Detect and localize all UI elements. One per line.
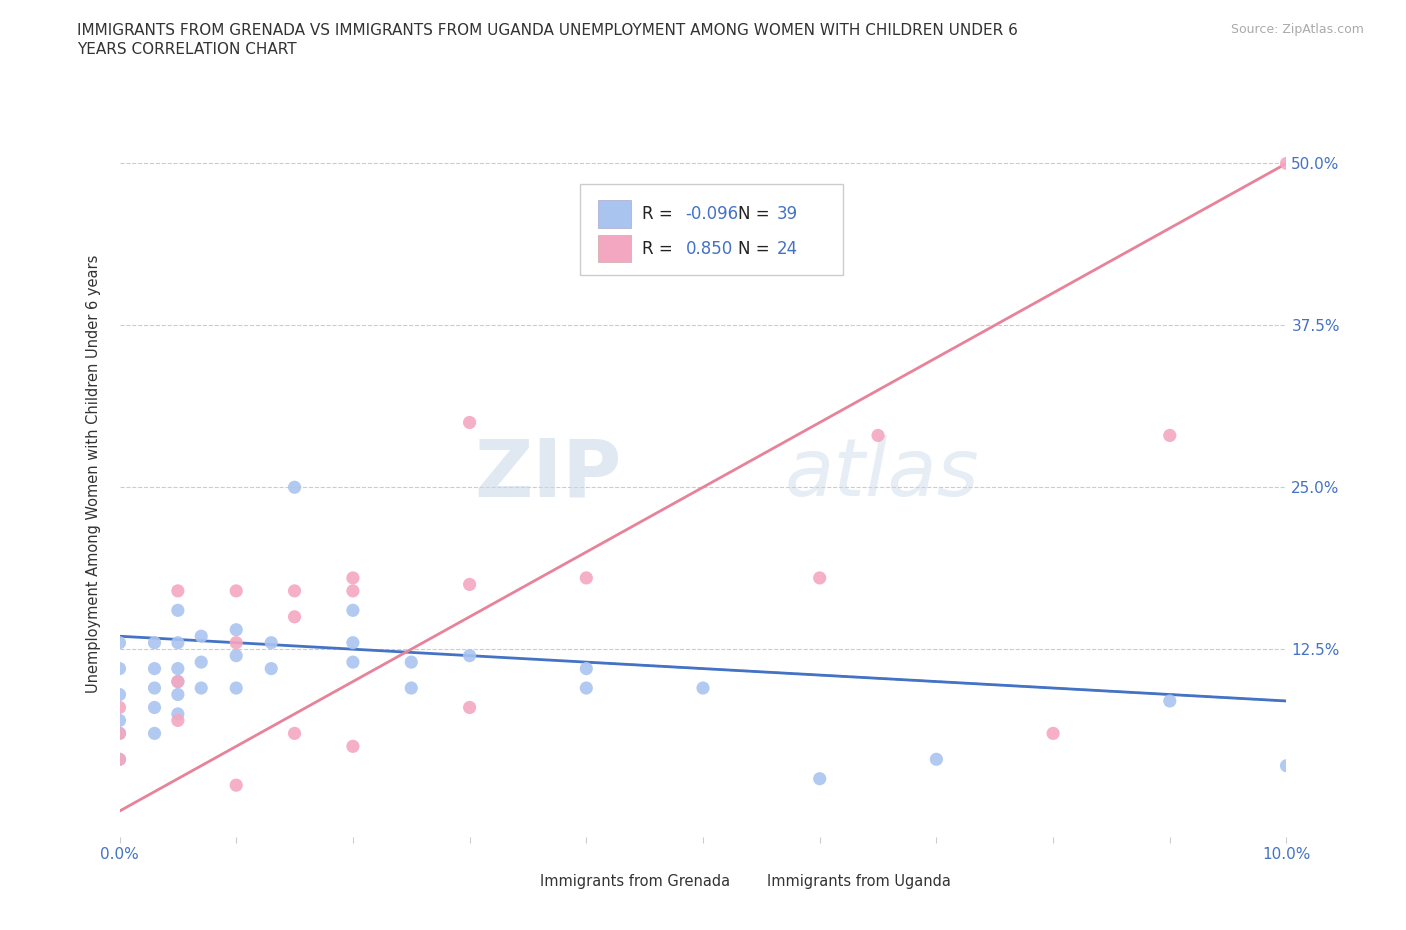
Point [143,661,166,676]
Point [108,635,131,650]
Point [458,415,481,430]
Point [260,661,283,676]
FancyBboxPatch shape [581,184,844,275]
Text: ZIP: ZIP [474,435,621,513]
Point [342,570,364,585]
Point [108,687,131,702]
Point [108,713,131,728]
Point [108,751,131,766]
Point [342,583,364,598]
Text: -0.096: -0.096 [686,205,738,223]
Bar [598,235,631,262]
Point [108,700,131,715]
Bar [598,200,631,228]
Point [575,661,598,676]
Text: N =: N = [738,240,775,258]
Point [166,713,188,728]
Bar [499,870,531,894]
Point [143,635,166,650]
Point [692,681,714,696]
Point [225,635,247,650]
Point [342,603,364,618]
Point [1275,156,1298,171]
Point [283,480,307,495]
Point [283,726,307,741]
Text: R =: R = [643,205,678,223]
Point [342,738,364,753]
Text: Immigrants from Uganda: Immigrants from Uganda [768,874,950,889]
Point [1159,428,1181,443]
Point [575,681,598,696]
Text: 0.850: 0.850 [686,240,733,258]
Text: N =: N = [738,205,775,223]
Point [458,648,481,663]
Point [225,681,247,696]
Point [225,777,247,792]
Point [342,635,364,650]
Point [401,681,423,696]
Point [808,771,831,786]
Point [166,687,188,702]
Text: 24: 24 [776,240,797,258]
Point [925,751,948,766]
Point [260,635,283,650]
Point [166,635,188,650]
Text: IMMIGRANTS FROM GRENADA VS IMMIGRANTS FROM UGANDA UNEMPLOYMENT AMONG WOMEN WITH : IMMIGRANTS FROM GRENADA VS IMMIGRANTS FR… [77,23,1018,38]
Point [166,674,188,689]
Point [166,674,188,689]
Point [190,629,212,644]
Point [108,726,131,741]
Point [190,681,212,696]
Point [166,661,188,676]
Text: atlas: atlas [785,435,980,513]
Bar [727,870,759,894]
Point [1042,726,1064,741]
Point [225,622,247,637]
Text: YEARS CORRELATION CHART: YEARS CORRELATION CHART [77,42,297,57]
Point [1159,694,1181,709]
Text: 39: 39 [776,205,797,223]
Y-axis label: Unemployment Among Women with Children Under 6 years: Unemployment Among Women with Children U… [86,255,101,694]
Point [225,648,247,663]
Point [458,577,481,591]
Text: R =: R = [643,240,678,258]
Point [283,609,307,624]
Point [283,583,307,598]
Point [190,655,212,670]
Point [225,583,247,598]
Point [143,726,166,741]
Point [143,700,166,715]
Point [166,583,188,598]
Point [458,700,481,715]
Point [108,726,131,741]
Point [1275,758,1298,773]
Point [166,603,188,618]
Text: Source: ZipAtlas.com: Source: ZipAtlas.com [1230,23,1364,36]
Point [108,751,131,766]
Point [143,681,166,696]
Point [342,655,364,670]
Point [808,570,831,585]
Point [575,570,598,585]
Point [866,428,890,443]
Point [108,661,131,676]
Point [166,707,188,722]
Text: Immigrants from Grenada: Immigrants from Grenada [540,874,730,889]
Point [401,655,423,670]
